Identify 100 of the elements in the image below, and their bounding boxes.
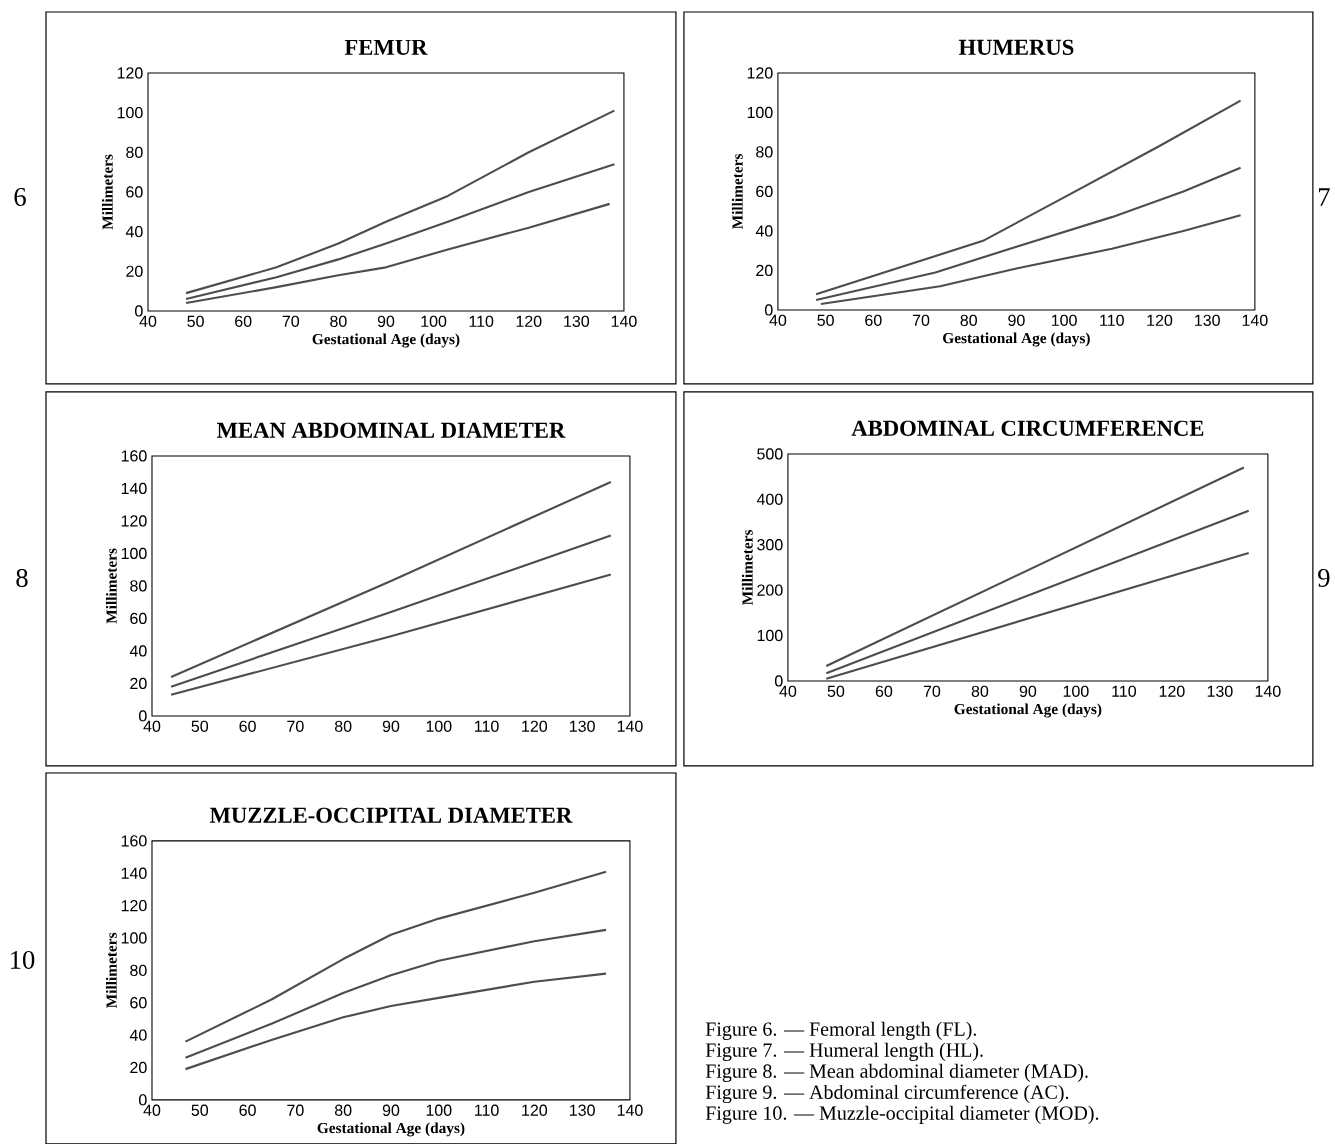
y-tick-label: 0: [139, 710, 147, 722]
x-tick-label: 90: [1008, 314, 1025, 326]
y-tick-label: 160: [121, 835, 147, 847]
y-tick-label: 160: [121, 450, 147, 462]
x-tick-label: 60: [235, 315, 252, 327]
x-tick-label: 140: [617, 1104, 643, 1116]
y-tick-label: 80: [130, 964, 147, 976]
x-tick-label: 50: [827, 685, 845, 697]
y-tick-label: 0: [764, 304, 773, 316]
text: 7: [1318, 188, 1330, 206]
x-axis-title: Gestational Age (days): [954, 703, 1102, 718]
x-tick-label: 120: [1147, 314, 1173, 326]
caption: Figure 6. — Femoral length (FL).: [705, 1021, 977, 1040]
x-tick-label: 60: [239, 720, 256, 732]
y-tick-label: 60: [756, 185, 773, 197]
y-tick-label: 120: [121, 515, 147, 527]
x-tick-label: 140: [1255, 685, 1281, 697]
x-tick-label: 50: [191, 720, 209, 732]
y-tick-label: 400: [756, 493, 783, 505]
y-axis-title: Millimeters: [105, 548, 117, 624]
y-axis-title: Millimeters: [731, 153, 743, 229]
y-tick-label: 40: [755, 225, 773, 237]
x-tick-label: 110: [1112, 685, 1137, 697]
x-tick-label: 100: [426, 720, 452, 732]
y-tick-label: 140: [121, 482, 147, 494]
x-tick-label: 90: [382, 720, 400, 732]
x-tick-label: 120: [522, 720, 548, 732]
x-tick-label: 60: [875, 685, 893, 697]
y-tick-label: 120: [117, 67, 143, 79]
x-tick-label: 50: [187, 315, 204, 327]
x-tick-label: 110: [1100, 314, 1124, 326]
text: 6: [14, 187, 26, 206]
y-tick-label: 100: [757, 629, 783, 641]
x-tick-label: 50: [191, 1104, 209, 1116]
y-tick-label: 100: [117, 106, 143, 119]
y-tick-label: 140: [121, 867, 147, 879]
line-series: [184, 972, 608, 1070]
y-tick-label: 20: [130, 1061, 147, 1073]
y-tick-label: 500: [757, 448, 783, 460]
y-tick-label: 100: [121, 932, 147, 944]
x-tick-label: 130: [564, 315, 590, 327]
x-tick-label: 70: [923, 685, 941, 697]
y-tick-label: 60: [130, 996, 147, 1009]
text: 9: [1318, 568, 1330, 587]
x-tick-label: 90: [1019, 685, 1037, 697]
x-tick-label: 130: [570, 720, 595, 732]
y-tick-label: 200: [757, 584, 783, 596]
line-series: [185, 109, 616, 294]
caption: Figure 8. — Mean abdominal diameter (MAD).: [705, 1063, 1088, 1082]
x-tick-label: 110: [475, 720, 499, 732]
x-tick-label: 120: [1159, 685, 1185, 697]
x-tick-label: 90: [382, 1104, 400, 1116]
x-tick-label: 50: [817, 314, 834, 326]
y-tick-label: 60: [126, 186, 143, 198]
chart-title: HUMERUS: [958, 39, 1074, 55]
y-tick-label: 40: [129, 1029, 147, 1041]
chart-title: MUZZLE-OCCIPITAL DIAMETER: [209, 807, 573, 823]
caption: Figure 9. — Abdominal circumference (AC).: [705, 1084, 1069, 1103]
x-axis-title: Gestational Age (days): [317, 1122, 465, 1137]
x-tick-label: 80: [960, 314, 977, 326]
x-tick-label: 100: [1051, 314, 1077, 326]
y-tick-label: 0: [139, 1093, 147, 1106]
x-axis-title: Gestational Age (days): [943, 332, 1090, 347]
y-tick-label: 80: [756, 146, 773, 158]
y-tick-label: 100: [121, 547, 147, 559]
y-tick-label: 100: [747, 106, 773, 118]
y-axis-title: Millimeters: [105, 932, 117, 1008]
y-tick-label: 0: [135, 305, 143, 317]
x-tick-label: 120: [522, 1104, 548, 1116]
y-tick-label: 40: [129, 645, 147, 657]
x-tick-label: 80: [334, 1104, 352, 1116]
y-tick-label: 300: [757, 538, 783, 551]
y-tick-label: 0: [774, 675, 783, 687]
x-tick-label: 60: [239, 1104, 256, 1116]
x-tick-label: 100: [426, 1104, 452, 1116]
x-tick-label: 140: [617, 720, 643, 732]
x-tick-label: 100: [421, 315, 447, 327]
x-tick-label: 140: [611, 315, 637, 327]
x-tick-label: 110: [475, 1104, 499, 1116]
y-tick-label: 80: [130, 580, 147, 592]
line-series: [185, 162, 616, 300]
chart-title: FEMUR: [344, 39, 428, 55]
line-series: [815, 166, 1242, 301]
y-tick-label: 60: [130, 612, 147, 624]
line-series: [815, 99, 1242, 295]
text: 8: [16, 568, 28, 587]
x-tick-label: 70: [287, 720, 304, 732]
x-tick-label: 130: [570, 1104, 595, 1116]
x-tick-label: 130: [1195, 314, 1220, 326]
x-tick-label: 100: [1063, 685, 1089, 697]
line-series: [184, 928, 608, 1059]
x-tick-label: 90: [377, 315, 395, 327]
x-axis-title: Gestational Age (days): [312, 333, 460, 348]
y-tick-label: 20: [130, 677, 147, 689]
y-tick-label: 120: [747, 67, 773, 79]
y-tick-label: 20: [126, 265, 143, 277]
x-tick-label: 110: [469, 315, 494, 327]
x-tick-label: 80: [330, 315, 347, 327]
text: 10: [10, 950, 35, 969]
y-tick-label: 120: [121, 899, 147, 912]
